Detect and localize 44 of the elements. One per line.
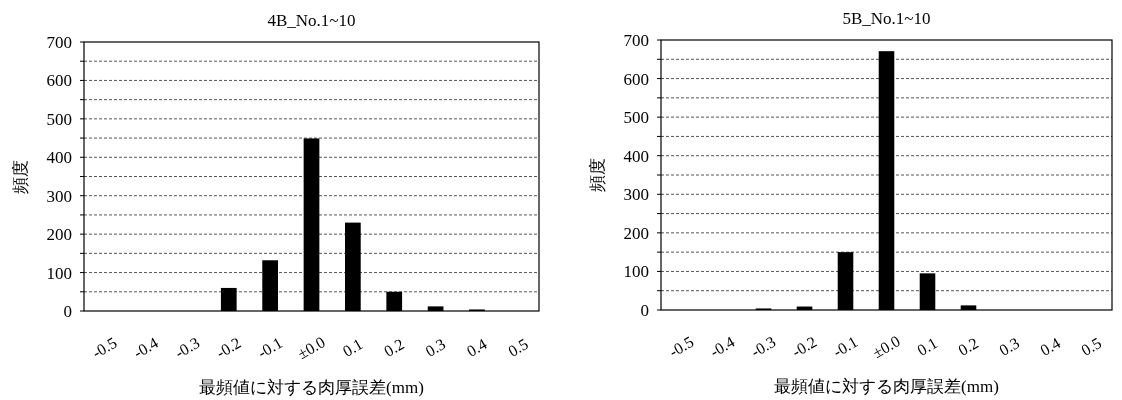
x-tick-label: 0.4 [463, 335, 490, 360]
x-tick-label: 0.1 [339, 335, 366, 360]
x-tick-label: 0.2 [381, 335, 407, 360]
x-tick-label: 0.5 [1078, 334, 1105, 359]
y-tick-label: 100 [623, 262, 649, 282]
y-axis-title: 頻度 [11, 159, 30, 194]
x-tick-label: 0.3 [422, 335, 449, 360]
x-tick-label: 0.4 [1037, 334, 1064, 359]
y-tick-label: 500 [623, 108, 649, 128]
x-tick-label: -0.4 [707, 332, 738, 361]
chart-title: 4B_No.1~10 [267, 11, 356, 30]
x-tick-label: -0.1 [254, 333, 286, 362]
y-tick-label: 300 [46, 186, 72, 206]
x-tick-label: ±0.0 [294, 333, 328, 363]
y-tick-label: 700 [623, 31, 649, 50]
y-tick-label: 100 [46, 263, 72, 283]
x-axis-title: 最頻値に対する肉厚誤差(mm) [774, 377, 999, 396]
x-tick-label: -0.2 [213, 333, 244, 362]
y-tick-label: 400 [46, 148, 72, 168]
x-tick-label: -0.3 [171, 333, 203, 362]
x-tick-label: 0.5 [505, 335, 531, 360]
x-tick-label: -0.5 [89, 333, 120, 362]
y-tick-label: 0 [640, 301, 649, 320]
y-tick-label: 200 [46, 225, 72, 245]
x-tick-label: -0.2 [789, 332, 820, 361]
y-tick-label: 200 [623, 223, 649, 243]
x-tick-label: -0.1 [830, 332, 861, 361]
y-axis-title: 頻度 [588, 158, 607, 192]
y-tick-label: 700 [46, 33, 72, 52]
x-tick-label: -0.5 [666, 332, 697, 361]
x-tick-label: 0.1 [914, 334, 941, 359]
x-tick-label: 0.2 [955, 334, 982, 359]
y-tick-label: 600 [623, 69, 649, 89]
x-tick-label: ±0.0 [869, 332, 903, 362]
y-tick-label: 600 [46, 71, 72, 91]
x-tick-label: -0.3 [748, 332, 779, 361]
y-tick-label: 500 [46, 109, 72, 129]
y-tick-label: 400 [623, 146, 649, 166]
x-axis-title: 最頻値に対する肉厚誤差(mm) [199, 378, 424, 397]
chart-title: 5B_No.1~10 [842, 9, 931, 28]
x-tick-label: 0.3 [996, 334, 1023, 359]
y-tick-label: 300 [623, 185, 649, 205]
y-tick-label: 0 [63, 302, 72, 321]
x-tick-label: -0.4 [130, 333, 162, 362]
